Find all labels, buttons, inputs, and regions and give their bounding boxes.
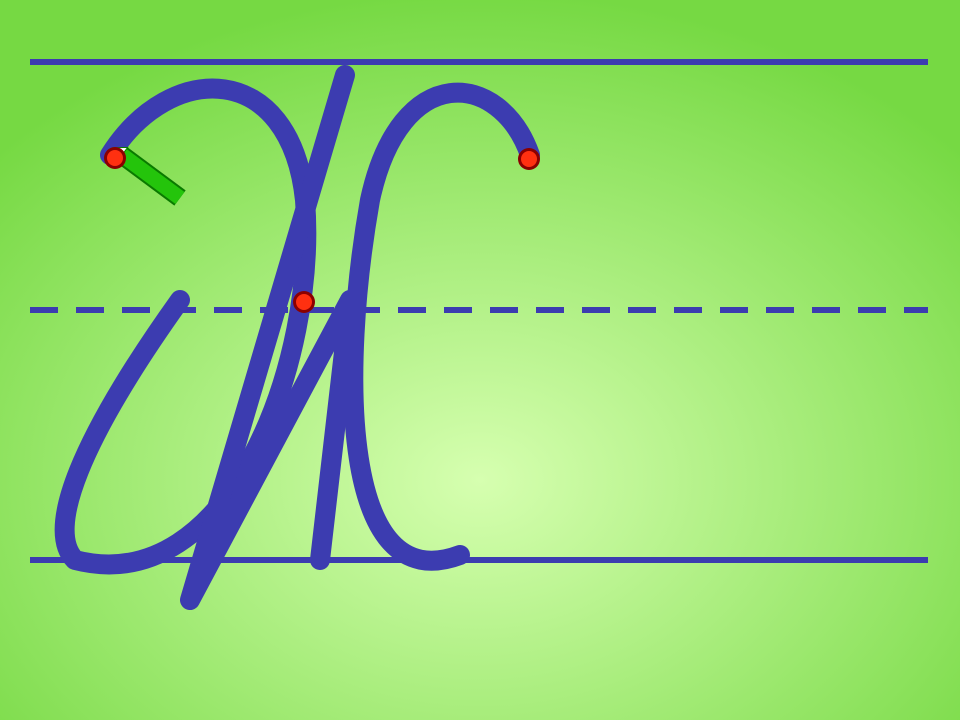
diagram-svg <box>0 0 960 720</box>
start-dot-inner <box>107 150 123 166</box>
handwriting-diagram <box>0 0 960 720</box>
start-dot-inner <box>521 151 537 167</box>
start-dot-inner <box>296 294 312 310</box>
